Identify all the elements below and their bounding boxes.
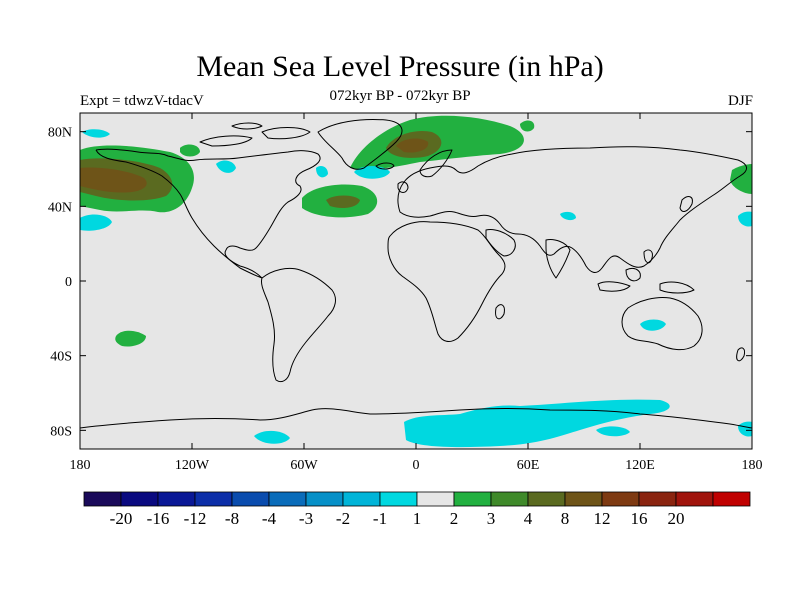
colorbar-label: -1: [373, 509, 387, 528]
colorbar-label: 8: [561, 509, 570, 528]
negative-anomaly-australia: [640, 319, 666, 331]
axis-ticks: [79, 113, 753, 449]
lon-tick-label: 180: [742, 458, 763, 473]
atlantic-anomaly-core: [326, 195, 360, 208]
colorbar-swatch: [490, 491, 529, 507]
coastline-scandinavia: [419, 149, 453, 178]
coastline-antarctica: [80, 408, 752, 429]
north-pacific-edge-anomaly: [180, 144, 200, 157]
axis-labels: 180 120W 60W 0 60E 120E 180 80N 40N 0 40S 80S: [48, 126, 763, 473]
coastline-arctic-islands: [199, 135, 253, 147]
colorbar-label: -12: [184, 509, 207, 528]
colorbar-swatch: [527, 491, 566, 507]
negative-anomaly-southern-ocean: [738, 421, 752, 437]
colorbar-swatch: [194, 491, 233, 507]
coastline-eurasia: [397, 146, 747, 273]
colorbar-label: -2: [336, 509, 350, 528]
colorbar-swatch: [231, 491, 270, 507]
negative-anomaly-eastern-pacific: [80, 214, 112, 231]
colorbar-swatch: [675, 491, 714, 507]
coastline-iceland: [375, 162, 395, 170]
colorbar-swatch: [712, 491, 751, 507]
lat-tick-label: 80S: [50, 424, 72, 439]
coastline-british-isles: [397, 181, 409, 193]
coastlines: [80, 119, 752, 429]
coastline-japan: [679, 196, 693, 212]
coastline-north-america: [95, 148, 321, 279]
period-label: 072kyr BP - 072kyr BP: [329, 88, 471, 104]
colorbar-label: 3: [487, 509, 496, 528]
colorbar-swatch: [601, 491, 640, 507]
negative-anomaly-southern-ocean: [254, 430, 290, 444]
colorbar-label: -20: [110, 509, 133, 528]
negative-anomaly-labrador: [316, 166, 328, 178]
coastline-greenland: [317, 119, 403, 170]
colorbar-label: 2: [450, 509, 459, 528]
lon-tick-label: 180: [70, 458, 91, 473]
arctic-positive-anomaly: [520, 120, 535, 132]
colorbar-label: 12: [594, 509, 611, 528]
colorbar-swatch: [83, 491, 122, 507]
coastline-indonesia: [597, 281, 631, 292]
colorbar-swatch: [453, 491, 492, 507]
colorbar-label: 4: [524, 509, 533, 528]
colorbar-swatch: [120, 491, 159, 507]
south-pacific-positive-anomaly: [115, 330, 146, 347]
coastline-madagascar: [495, 304, 505, 320]
arctic-anomaly-core: [396, 138, 429, 153]
colorbar-swatch: [638, 491, 677, 507]
lat-tick-label: 40S: [50, 350, 72, 365]
colorbar-label: -8: [225, 509, 239, 528]
season-label: DJF: [727, 93, 753, 109]
colorbar-label: 20: [668, 509, 685, 528]
pacific-positive-anomaly: [730, 164, 752, 194]
pacific-anomaly-core: [80, 167, 147, 193]
coastline-arctic-islands: [261, 127, 311, 140]
lat-tick-label: 0: [65, 275, 72, 290]
lon-tick-label: 120E: [625, 458, 655, 473]
colorbar-label: -16: [147, 509, 170, 528]
negative-anomaly-southern-ocean: [596, 426, 630, 437]
lon-tick-label: 0: [413, 458, 420, 473]
coastline-australia: [621, 297, 703, 351]
coastline-india: [545, 239, 571, 279]
colorbar-swatch: [342, 491, 381, 507]
lat-tick-label: 40N: [48, 200, 72, 215]
page-title: Mean Sea Level Pressure (in hPa): [196, 50, 604, 83]
negative-anomaly-arctic: [82, 129, 110, 138]
lon-tick-label: 60E: [517, 458, 540, 473]
experiment-label: Expt = tdwzV-tdacV: [80, 93, 204, 109]
coastline-philippines: [643, 249, 653, 264]
colorbar-label: 1: [413, 509, 422, 528]
colorbar-swatch: [305, 491, 344, 507]
colorbar: -20 -16 -12 -8 -4 -3 -2 -1 1 2 3 4 8 12 16 20: [83, 491, 751, 528]
negative-anomaly-canada: [216, 160, 236, 173]
colorbar-label: -4: [262, 509, 277, 528]
lon-tick-label: 60W: [290, 458, 318, 473]
colorbar-swatch: [416, 491, 455, 507]
coastline-new-guinea: [659, 281, 695, 294]
colorbar-swatch: [157, 491, 196, 507]
coastline-new-zealand: [736, 347, 745, 362]
lon-tick-label: 120W: [175, 458, 210, 473]
coastline-africa: [387, 221, 506, 342]
coastline-arctic-islands: [231, 122, 263, 130]
colorbar-label: 16: [631, 509, 648, 528]
colorbar-label: -3: [299, 509, 313, 528]
anomaly-fields: [80, 115, 752, 448]
colorbar-swatch: [564, 491, 603, 507]
coastline-south-america: [261, 267, 336, 383]
colorbar-swatch: [379, 491, 418, 507]
coastline-indonesia: [625, 267, 641, 282]
negative-anomaly-med: [560, 211, 576, 221]
coastline-arabia: [485, 229, 516, 257]
negative-anomaly-north-atlantic: [354, 166, 390, 179]
colorbar-swatch: [268, 491, 307, 507]
negative-anomaly-west-pacific: [738, 211, 752, 227]
lat-tick-label: 80N: [48, 126, 72, 141]
